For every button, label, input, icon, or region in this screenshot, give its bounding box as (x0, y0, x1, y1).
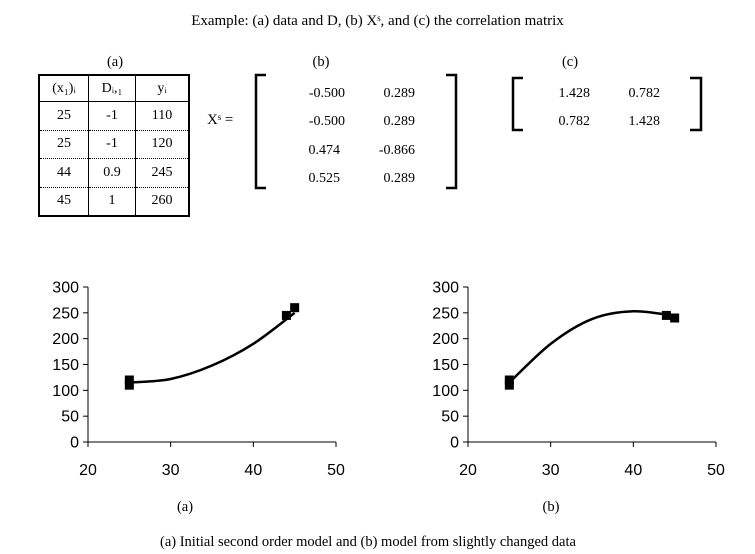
matrix-b-cell: -0.500 (308, 86, 345, 101)
table-cell: 0.9 (88, 158, 136, 188)
data-point (504, 375, 514, 385)
matrix-c-cell: 0.782 (558, 114, 591, 129)
matrix-b-cell: 0.525 (308, 171, 341, 186)
model-curve (129, 311, 296, 384)
x-tick-label: 50 (327, 462, 345, 479)
matrix-b-left-bracket (254, 73, 266, 190)
table-row: 25 -1 120 (38, 130, 190, 159)
x-tick-label: 20 (459, 462, 477, 479)
y-tick-label: 200 (432, 331, 459, 348)
matrix-c-right-bracket (690, 76, 703, 132)
y-tick-label: 0 (70, 435, 79, 452)
table-cell: 25 (38, 130, 89, 159)
y-tick-label: 100 (52, 383, 79, 400)
matrix-b-cell: 0.289 (383, 86, 416, 101)
x-tick-label: 50 (707, 462, 725, 479)
matrix-b-cell: 0.289 (383, 114, 416, 129)
table-cell: 260 (135, 187, 190, 216)
table-cell: 45 (38, 187, 89, 216)
y-tick-label: 100 (432, 383, 459, 400)
data-table: (x₁)ᵢ Dᵢ,₁ yᵢ 25 -1 110 25 -1 120 44 0.9… (38, 74, 190, 217)
y-tick-label: 50 (441, 409, 459, 426)
matrix-b-cell: 0.289 (383, 171, 416, 186)
panel-label-b: (b) (312, 54, 330, 70)
panel-label-c: (c) (561, 54, 579, 70)
header-y: yᵢ (135, 75, 190, 102)
x-tick-label: 30 (162, 462, 180, 479)
x-tick-label: 40 (244, 462, 262, 479)
y-tick-label: 200 (52, 331, 79, 348)
table-cell: 44 (38, 158, 89, 188)
x-tick-label: 40 (624, 462, 642, 479)
header-d: Dᵢ,₁ (88, 75, 136, 102)
figure-title: Example: (a) data and D, (b) Xˢ, and (c)… (191, 13, 564, 29)
panel-label-a: (a) (106, 54, 124, 70)
data-point (290, 303, 300, 313)
y-tick-label: 0 (450, 435, 459, 452)
y-tick-label: 150 (52, 357, 79, 374)
y-tick-label: 300 (52, 280, 79, 297)
table-cell: 120 (135, 130, 190, 159)
table-cell: -1 (88, 101, 136, 131)
matrix-c-cell: 1.428 (558, 86, 591, 101)
matrix-b-right-bracket (446, 73, 458, 190)
matrix-b-cell: 0.474 (308, 143, 341, 158)
chart-b-label: (b) (542, 499, 560, 515)
table-cell: 1 (88, 187, 136, 216)
table-row: 25 -1 110 (38, 101, 190, 131)
table-header-row: (x₁)ᵢ Dᵢ,₁ yᵢ (38, 75, 190, 102)
y-tick-label: 300 (432, 280, 459, 297)
figure-caption: (a) Initial second order model and (b) m… (160, 534, 576, 550)
matrix-b-cell: -0.866 (378, 143, 415, 158)
table-cell: -1 (88, 130, 136, 159)
y-tick-label: 250 (52, 305, 79, 322)
data-point (504, 380, 514, 390)
matrix-c-cell: 0.782 (628, 86, 661, 101)
data-point (661, 310, 671, 320)
header-x1: (x₁)ᵢ (38, 75, 89, 102)
xs-label: Xˢ = (207, 112, 234, 128)
chart-b: 0 50 100 150 200 250 300 20 30 40 50 (432, 280, 725, 480)
table-cell: 110 (135, 101, 190, 131)
data-point (124, 375, 134, 385)
data-point (281, 310, 291, 320)
table-cell: 245 (135, 158, 190, 188)
y-tick-label: 150 (432, 357, 459, 374)
model-curve (508, 310, 675, 384)
matrix-c-left-bracket (511, 76, 523, 132)
matrix-c-cell: 1.428 (628, 114, 661, 129)
y-tick-label: 250 (432, 305, 459, 322)
matrix-b-cell: -0.500 (308, 114, 345, 129)
table-row: 45 1 260 (38, 187, 190, 216)
table-row: 44 0.9 245 (38, 158, 190, 188)
y-tick-label: 50 (61, 409, 79, 426)
x-tick-label: 20 (79, 462, 97, 479)
data-point (124, 380, 134, 390)
chart-a: 0 50 100 150 200 250 300 20 30 40 50 (52, 280, 345, 480)
x-tick-label: 30 (542, 462, 560, 479)
chart-a-label: (a) (176, 499, 194, 515)
data-point (670, 313, 680, 323)
table-cell: 25 (38, 101, 89, 131)
